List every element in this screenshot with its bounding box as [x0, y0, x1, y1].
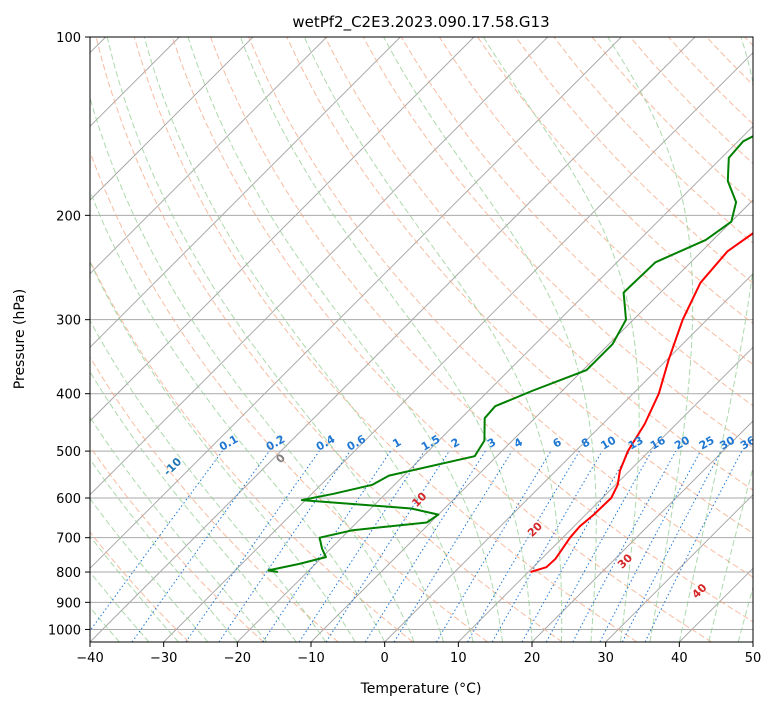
- dry-adiabat-line: [133, 37, 638, 642]
- temperature-profile-line: [530, 231, 753, 573]
- dewpoint-profile-line: [267, 135, 753, 573]
- mixing-ratio-line: [131, 450, 270, 642]
- dry-adiabat-line: [171, 37, 712, 642]
- x-tick-label: 30: [597, 651, 614, 666]
- isotherm-line: [236, 125, 753, 642]
- plot-frame: [89, 36, 754, 643]
- x-tick-label: 50: [745, 651, 762, 666]
- moist-adiabat-line: [143, 37, 474, 642]
- y-axis-ticks: 100 200 300 400 500 600 700 800 900 1000: [48, 31, 90, 638]
- moist-adiabat-line: [90, 96, 415, 642]
- moist-adiabat-line: [90, 458, 238, 642]
- dry-adiabat-line: [90, 356, 339, 642]
- moist-adiabat-line: [90, 189, 386, 642]
- isotherm-layer: [90, 37, 753, 642]
- dry-adiabat-line: [90, 259, 414, 642]
- mixing-ratio-line: [325, 450, 450, 642]
- isotherm-line: [605, 493, 753, 642]
- dry-adiabat-line: [95, 37, 563, 642]
- mixing-ratio-line: [218, 450, 351, 642]
- dry-adiabat-line: [210, 37, 753, 623]
- moist-adiabat-line: [383, 37, 597, 642]
- isotherm-line: [90, 37, 328, 275]
- x-tick-label: 0: [381, 651, 389, 666]
- moist-adiabat-line: [187, 37, 503, 642]
- y-tick-label: 900: [56, 596, 81, 611]
- mixing-ratio-line: [644, 450, 743, 642]
- y-tick-label: 700: [56, 532, 81, 547]
- isotherm-line: [90, 37, 622, 570]
- y-tick-label: 400: [56, 388, 81, 403]
- moist-adiabat-line: [678, 37, 753, 642]
- y-tick-label: 200: [56, 209, 81, 224]
- mixing-ratio-layer: [90, 450, 743, 642]
- y-tick-label: 800: [56, 566, 81, 581]
- dry-adiabat-line: [90, 445, 264, 642]
- moist-adiabat-line: [90, 260, 356, 642]
- moist-adiabat-line: [607, 37, 694, 642]
- x-tick-label: 20: [524, 651, 541, 666]
- y-axis-title: Pressure (hPa): [12, 289, 28, 389]
- isotherm-line: [163, 51, 753, 642]
- x-axis-title: Temperature (°C): [360, 681, 482, 697]
- y-tick-label: 100: [56, 31, 81, 46]
- moist-adiabat-line: [90, 370, 297, 642]
- plot-area: -100-90-80-70-60-50-40-30-20-100.10.20.4…: [90, 37, 758, 642]
- y-tick-label: 500: [56, 445, 81, 460]
- dry-adiabat-line: [438, 37, 753, 366]
- chart-title: wetPf2_C2E3.2023.090.17.58.G13: [292, 13, 549, 32]
- x-tick-label: −40: [76, 651, 103, 666]
- x-tick-label: −30: [150, 651, 177, 666]
- x-axis-ticks: −40 −30 −20 −10 0 10 20 30 40 50: [76, 642, 761, 666]
- moist-adiabat-line: [90, 416, 268, 642]
- dry-adiabat-line: [90, 531, 190, 642]
- y-tick-label: 300: [56, 314, 81, 329]
- y-tick-label: 600: [56, 492, 81, 507]
- isotherm-line: [90, 37, 549, 496]
- mixing-ratio-line: [185, 450, 320, 642]
- dry-adiabat-line: [286, 37, 753, 534]
- mixing-ratio-line: [298, 450, 425, 642]
- x-tick-label: −10: [297, 651, 324, 666]
- x-tick-label: −20: [224, 651, 251, 666]
- grid-layer: [90, 37, 753, 630]
- isotherm-line: [90, 37, 401, 349]
- isotherm-line: [531, 420, 753, 642]
- isotherm-line: [384, 272, 753, 642]
- mixing-ratio-line: [521, 450, 630, 642]
- mixing-ratio-line: [393, 450, 513, 642]
- moist-adiabat-line: [90, 497, 209, 642]
- mixing-ratio-line: [90, 450, 223, 632]
- y-tick-label: 1000: [48, 623, 81, 638]
- dry-adiabat-line: [248, 37, 753, 578]
- x-tick-label: 40: [671, 651, 688, 666]
- isotherm-line: [90, 37, 696, 642]
- x-tick-label: 10: [450, 651, 467, 666]
- moist-adiabat-line: [482, 37, 640, 642]
- moist-adiabat-line: [303, 37, 563, 642]
- dry-adiabat-line: [515, 37, 753, 284]
- dry-adiabat-line: [90, 150, 488, 642]
- moist-adiabat-line: [90, 535, 179, 642]
- isotherm-line: [90, 37, 254, 201]
- mixing-ratio-line: [572, 450, 677, 642]
- series-layer: [267, 135, 753, 573]
- isotherm-line: [90, 37, 475, 422]
- dry-adiabat-layer: [90, 37, 753, 642]
- mixing-ratio-line: [262, 450, 392, 642]
- dry-adiabat-line: [400, 37, 753, 407]
- mixing-ratio-label: 36: [738, 433, 758, 452]
- mixing-ratio-line: [545, 450, 653, 642]
- moist-adiabat-line: [239, 37, 533, 642]
